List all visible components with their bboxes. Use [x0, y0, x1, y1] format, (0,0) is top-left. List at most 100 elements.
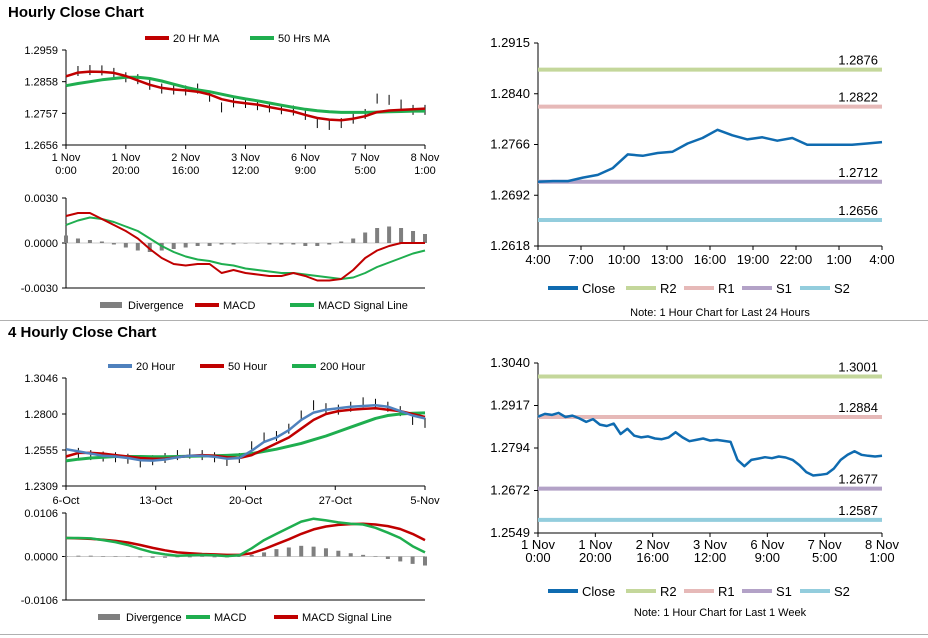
- divergence-bar: [255, 243, 260, 244]
- y-tick-label: 1.3046: [24, 373, 58, 385]
- x-tick-label: 9:00: [755, 550, 780, 565]
- y-tick-label: 1.2692: [490, 187, 530, 202]
- divergence-bar: [200, 556, 205, 557]
- y-tick-label: 1.2549: [490, 525, 530, 540]
- divergence-bar: [398, 556, 403, 562]
- divergence-bar: [279, 243, 284, 245]
- divergence-bar: [327, 243, 332, 245]
- divergence-bar: [410, 556, 415, 564]
- legend-label: S1: [776, 584, 792, 599]
- y-tick-label: 1.2800: [24, 409, 58, 421]
- divergence-bar: [249, 554, 254, 557]
- hourly-macd-chart: 0.0030 0.0000 -0.0030 Divergence MACD MACD Si…: [21, 193, 427, 312]
- x-tick-label: 1:00: [826, 252, 851, 267]
- level-label-r1: 1.2884: [838, 400, 878, 415]
- legend-label: Divergence: [126, 612, 182, 624]
- divergence-bar: [423, 234, 427, 243]
- legend-label: 50 Hour: [228, 361, 267, 373]
- section-divider: [0, 320, 928, 321]
- divergence-bar: [411, 231, 416, 243]
- divergence-bar: [150, 556, 155, 558]
- divergence-bar: [323, 548, 328, 557]
- x-tick-label: 9:00: [295, 165, 316, 177]
- bottom-divider: [0, 634, 928, 635]
- y-tick-label: 1.3040: [490, 355, 530, 370]
- divergence-bar: [348, 553, 353, 557]
- legend-label: S2: [834, 281, 850, 296]
- y-tick-label: 1.2917: [490, 398, 530, 413]
- x-tick-label: 22:00: [780, 252, 813, 267]
- divergence-bar: [423, 556, 427, 566]
- divergence-bar: [123, 243, 128, 248]
- divergence-bar: [237, 556, 242, 557]
- x-tick-label: 6 Nov: [291, 152, 320, 164]
- legend-label: MACD Signal Line: [302, 612, 392, 624]
- divergence-bar: [373, 556, 378, 557]
- x-tick-label: 27-Oct: [319, 495, 352, 507]
- legend-label: Divergence: [128, 300, 184, 312]
- divergence-bar: [274, 549, 279, 557]
- divergence-bar: [385, 556, 390, 559]
- divergence-bar: [267, 243, 272, 245]
- y-tick-label: 1.2618: [490, 238, 530, 253]
- y-tick-label: 1.2915: [490, 35, 530, 50]
- legend-label: 50 Hrs MA: [278, 33, 331, 45]
- x-tick-label: 4:00: [525, 252, 550, 267]
- level-label-s1: 1.2677: [838, 472, 878, 487]
- y-tick-label: 0.0000: [24, 552, 58, 564]
- series-line-20hr-ma: [65, 70, 426, 122]
- x-tick-label: 16:00: [636, 550, 669, 565]
- y-tick-label: 1.2858: [24, 77, 58, 89]
- chart-note: Note: 1 Hour Chart for Last 24 Hours: [630, 307, 810, 319]
- legend-label: 20 Hr MA: [173, 33, 220, 45]
- divergence-bar: [207, 243, 212, 246]
- y-tick-label: 1.2959: [24, 45, 58, 57]
- x-tick-label: 5:00: [812, 550, 837, 565]
- y-tick-label: 1.2757: [24, 108, 58, 120]
- x-tick-label: 6-Oct: [53, 495, 80, 507]
- legend-label: Close: [582, 584, 615, 599]
- four-hourly-macd-chart: 0.0106 0.0000 -0.0106 Divergence MACD MACD Si…: [21, 508, 427, 624]
- divergence-bar: [262, 552, 267, 557]
- divergence-bar: [101, 556, 106, 557]
- divergence-bar: [163, 556, 168, 558]
- divergence-bar: [339, 241, 344, 243]
- x-tick-label: 5:00: [354, 165, 375, 177]
- y-tick-label: 1.2656: [24, 140, 58, 152]
- x-tick-label: 3 Nov: [231, 152, 260, 164]
- divergence-bar: [64, 235, 68, 243]
- y-tick-label: -0.0106: [21, 595, 58, 607]
- legend-label: R1: [718, 281, 735, 296]
- divergence-bar: [399, 228, 404, 243]
- divergence-bar: [303, 243, 308, 246]
- legend-label: MACD: [223, 300, 255, 312]
- x-tick-label: 7:00: [568, 252, 593, 267]
- y-tick-label: 0.0030: [24, 193, 58, 205]
- level-label-s1: 1.2712: [838, 165, 878, 180]
- divergence-bar: [171, 243, 176, 249]
- divergence-bar: [99, 241, 104, 243]
- four-hourly-section-title: 4 Hourly Close Chart: [8, 324, 157, 341]
- divergence-bar: [195, 243, 200, 246]
- series-line-macd-signal: [65, 522, 426, 557]
- x-tick-label: 19:00: [737, 252, 770, 267]
- y-tick-label: 1.2309: [24, 481, 58, 493]
- x-tick-label: 6 Nov: [750, 537, 784, 552]
- divergence-bar: [75, 238, 80, 243]
- level-label-r2: 1.2876: [838, 53, 878, 68]
- divergence-bar: [315, 243, 320, 246]
- legend-swatch: [100, 302, 122, 308]
- x-tick-label: 3 Nov: [693, 537, 727, 552]
- divergence-bar: [113, 556, 118, 557]
- divergence-bar: [76, 555, 81, 557]
- x-tick-label: 5-Nov: [410, 495, 440, 507]
- x-tick-label: 20-Oct: [229, 495, 262, 507]
- series-line-macd: [66, 517, 426, 558]
- divergence-bar: [336, 550, 341, 557]
- y-tick-label: 0.0106: [24, 508, 58, 520]
- y-tick-label: 0.0000: [24, 238, 58, 250]
- x-tick-label: 10:00: [608, 252, 641, 267]
